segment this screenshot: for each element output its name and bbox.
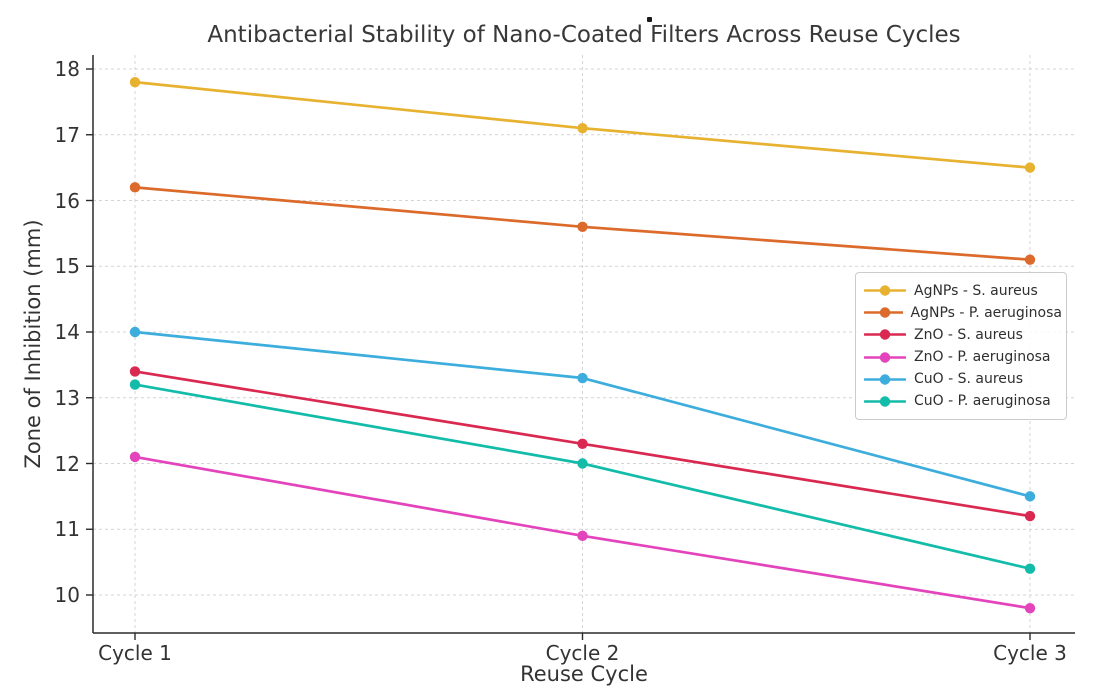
data-point-marker <box>1024 602 1036 614</box>
y-axis-label: Zone of Inhibition (mm) <box>21 219 45 469</box>
data-point-marker <box>1024 563 1036 574</box>
legend-label: CuO - S. aureus <box>914 371 1024 388</box>
legend-sample-marker <box>879 285 891 296</box>
y-tick-label: 12 <box>54 451 80 476</box>
legend-item: ZnO - S. aureus <box>864 324 1062 345</box>
data-point-marker <box>577 530 588 542</box>
legend-item: CuO - P. aeruginosa <box>864 391 1062 412</box>
y-tick-label: 11 <box>54 517 80 542</box>
legend: AgNPs - S. aureus AgNPs - P. aeruginosa Zn… <box>855 272 1067 420</box>
y-tick-label: 10 <box>54 583 80 607</box>
y-tick-label: 18 <box>54 57 80 81</box>
legend-item: CuO - S. aureus <box>864 369 1062 390</box>
data-point-marker <box>129 76 141 88</box>
data-point-marker <box>577 438 588 449</box>
legend-sample-marker <box>879 329 891 341</box>
legend-line-sample <box>864 285 906 296</box>
data-point-marker <box>1024 491 1036 502</box>
x-axis-label: Reuse Cycle <box>520 662 648 686</box>
legend-label: ZnO - P. aeruginosa <box>914 349 1051 366</box>
data-point-marker <box>577 122 588 134</box>
legend-label: AgNPs - S. aureus <box>914 282 1038 299</box>
stray-dot-artifact <box>647 17 652 22</box>
y-tick-label: 16 <box>54 188 80 213</box>
x-tick-label: Cycle 3 <box>993 641 1067 665</box>
data-point-marker <box>129 326 141 338</box>
legend-line-sample <box>864 351 906 363</box>
legend-line-sample <box>864 396 906 407</box>
data-point-marker <box>1024 510 1036 522</box>
legend-sample-marker <box>879 307 891 318</box>
legend-sample-marker <box>879 351 891 363</box>
legend-sample-marker <box>879 374 891 385</box>
legend-line-sample <box>864 307 903 318</box>
chart-title: Antibacterial Stability of Nano-Coated F… <box>207 22 961 48</box>
data-point-marker <box>129 182 141 193</box>
legend-line-sample <box>864 374 906 385</box>
data-point-marker <box>577 372 588 384</box>
data-point-marker <box>577 221 588 232</box>
data-point-marker <box>1024 254 1036 265</box>
legend-label: AgNPs - P. aeruginosa <box>910 304 1062 321</box>
y-tick-label: 14 <box>54 320 80 344</box>
legend-item: AgNPs - P. aeruginosa <box>864 302 1062 323</box>
legend-label: ZnO - S. aureus <box>914 326 1023 343</box>
x-tick-label: Cycle 2 <box>545 641 620 665</box>
legend-item: ZnO - P. aeruginosa <box>864 347 1062 368</box>
y-tick-label: 15 <box>54 254 80 279</box>
y-tick-label: 17 <box>54 122 80 147</box>
data-point-marker <box>129 366 141 377</box>
legend-item: AgNPs - S. aureus <box>864 280 1062 301</box>
data-point-marker <box>1024 162 1036 173</box>
y-tick-label: 13 <box>54 385 80 410</box>
x-tick-label: Cycle 1 <box>98 641 172 665</box>
legend-sample-marker <box>879 396 891 407</box>
data-point-marker <box>129 451 141 463</box>
data-point-marker <box>129 379 141 390</box>
data-point-marker <box>577 458 588 469</box>
legend-label: CuO - P. aeruginosa <box>914 393 1051 410</box>
legend-line-sample <box>864 329 906 341</box>
